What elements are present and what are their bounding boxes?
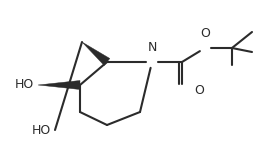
Text: O: O <box>200 27 210 40</box>
Text: HO: HO <box>15 78 34 92</box>
Text: O: O <box>194 83 204 97</box>
Polygon shape <box>38 81 80 90</box>
Text: HO: HO <box>32 123 51 136</box>
Polygon shape <box>82 42 110 66</box>
Text: N: N <box>147 41 157 54</box>
